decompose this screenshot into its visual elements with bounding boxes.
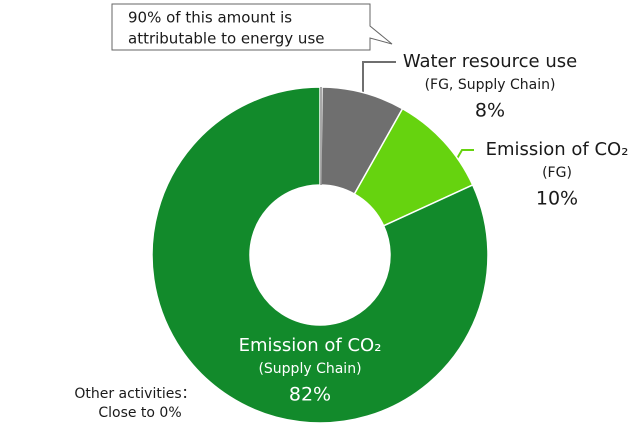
category-note: (Supply Chain) — [258, 361, 361, 377]
callout-text: 90% of this amount is — [128, 9, 292, 27]
category-label: Emission of CO₂ — [239, 335, 382, 356]
donut-segment — [151, 86, 489, 424]
category-label: Water resource use — [403, 51, 577, 72]
annotation: Other activities： — [74, 386, 195, 402]
callout-text: attributable to energy use — [128, 30, 325, 48]
callout-box — [111, 3, 393, 51]
category-label: Emission of CO₂ — [486, 139, 629, 160]
value-label: 10% — [536, 188, 578, 210]
annotation: Close to 0% — [98, 405, 181, 421]
value-label: 82% — [289, 384, 331, 406]
category-note: (FG, Supply Chain) — [425, 77, 556, 93]
leader-line — [362, 61, 396, 96]
category-note: (FG) — [542, 165, 572, 181]
value-label: 8% — [475, 100, 505, 122]
